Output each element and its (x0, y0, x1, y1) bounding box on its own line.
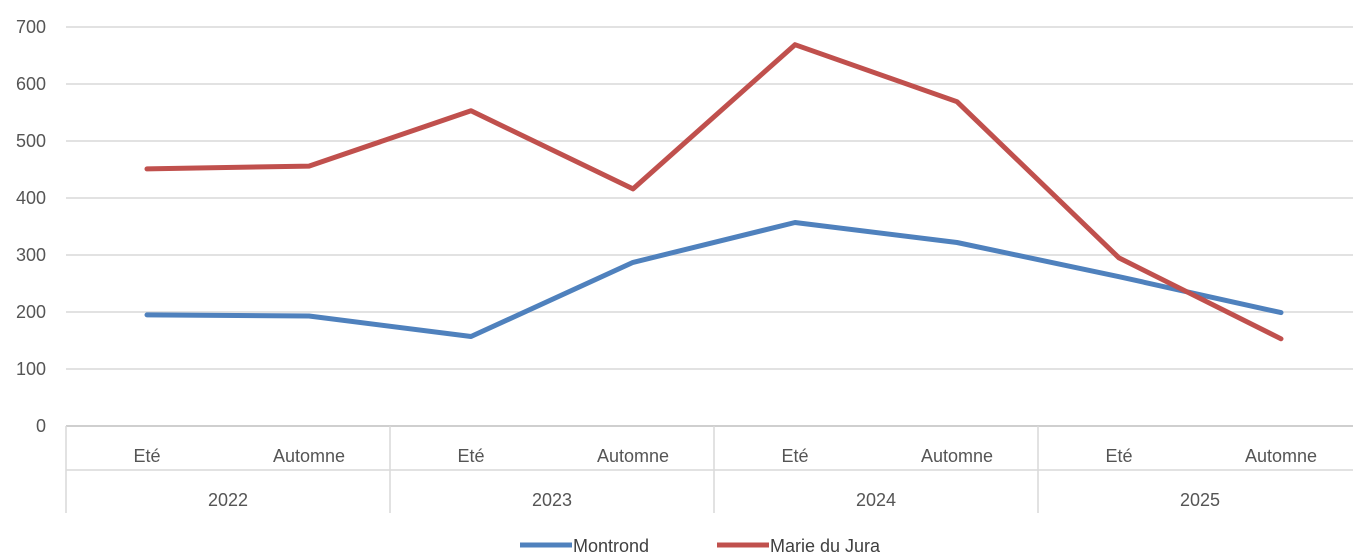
x-tick-label-season-0: Eté (133, 446, 160, 466)
legend: Montrond Marie du Jura (520, 536, 881, 555)
y-tick-label-700: 700 (16, 17, 46, 37)
y-tick-label-600: 600 (16, 74, 46, 94)
x-tick-label-year-2024: 2024 (856, 490, 896, 510)
y-tick-label-400: 400 (16, 188, 46, 208)
y-tick-label-300: 300 (16, 245, 46, 265)
x-tick-label-season-3: Automne (597, 446, 669, 466)
y-tick-label-500: 500 (16, 131, 46, 151)
legend-label-1: Marie du Jura (770, 536, 881, 555)
x-axis: Eté Automne Eté Automne Eté Automne Eté Automne… (65, 426, 1353, 513)
gridlines (66, 26, 1353, 427)
x-tick-label-season-2: Eté (457, 446, 484, 466)
x-tick-label-year-2025: 2025 (1180, 490, 1220, 510)
x-tick-label-season-6: Eté (1105, 446, 1132, 466)
x-tick-label-season-5: Automne (921, 446, 993, 466)
series-line-marie-du-jura (144, 42, 1284, 342)
x-tick-label-year-2023: 2023 (532, 490, 572, 510)
x-tick-label-season-1: Automne (273, 446, 345, 466)
x-tick-label-season-4: Eté (781, 446, 808, 466)
series-line-montrond (144, 220, 1284, 339)
x-tick-label-year-2022: 2022 (208, 490, 248, 510)
y-tick-label-100: 100 (16, 359, 46, 379)
y-axis-ticks: 0 100 200 300 400 500 600 700 (16, 17, 46, 436)
series-lines (144, 42, 1284, 342)
x-tick-label-season-7: Automne (1245, 446, 1317, 466)
y-tick-label-200: 200 (16, 302, 46, 322)
y-tick-label-0: 0 (36, 416, 46, 436)
legend-label-0: Montrond (573, 536, 649, 555)
